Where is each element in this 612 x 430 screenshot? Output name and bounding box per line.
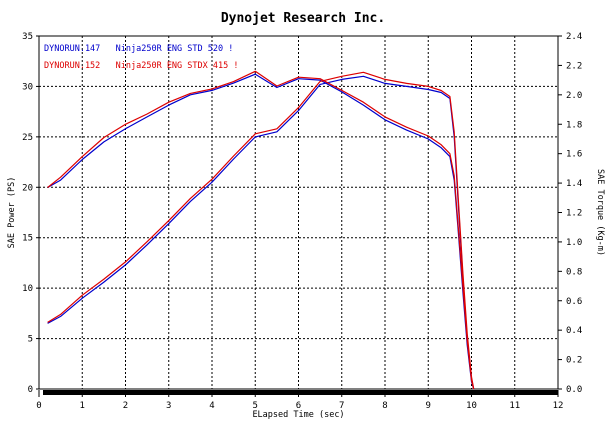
- x-tick-label: 6: [296, 401, 301, 411]
- y-tick-label: 5: [28, 335, 33, 345]
- y-tick-label: 35: [22, 32, 33, 42]
- x-axis-bar: [43, 390, 558, 395]
- grid-lines: [39, 36, 558, 389]
- y2-tick-label: 2.2: [566, 61, 582, 71]
- y2-axis-label: SAE Torque (Kg-m): [595, 169, 605, 256]
- x-tick-label: 12: [553, 401, 564, 411]
- y-tick-label: 0: [28, 385, 33, 395]
- series-lines: [47, 70, 475, 390]
- x-tick-label: 9: [426, 401, 431, 411]
- y2-tick-label: 0.8: [566, 267, 582, 277]
- y2-tick-label: 0.0: [566, 385, 582, 395]
- chart-title: Dynojet Research Inc.: [221, 11, 385, 26]
- legend-entry-run152: DYNORUN.152 Ninja250R ENG STDX 415 !: [44, 61, 238, 71]
- y2-tick-label: 0.6: [566, 297, 582, 307]
- y2-tick-label: 0.4: [566, 326, 582, 336]
- y2-tick-label: 0.2: [566, 356, 582, 366]
- x-tick-labels: 0 1 2 3 4 5 6 7 8 9 10 11 12: [36, 390, 563, 411]
- x-tick-label: 7: [339, 401, 344, 411]
- y2-tick-labels: 0.0 0.2 0.4 0.6 0.8 1.0 1.2 1.4 1.6 1.8 2.0 2.2 2.4: [558, 32, 582, 395]
- series-power-line-1: [47, 71, 475, 390]
- x-axis-label: ELapsed Time (sec): [252, 410, 344, 420]
- y-tick-label: 25: [22, 133, 33, 143]
- y2-tick-label: 1.2: [566, 209, 582, 219]
- y2-tick-label: 1.0: [566, 238, 582, 248]
- y2-tick-label: 2.4: [566, 32, 582, 42]
- y-tick-labels: 0 5 10 15 20 25 30 35: [22, 32, 39, 395]
- y2-tick-label: 1.4: [566, 179, 582, 189]
- series-torque-line-1: [47, 70, 475, 390]
- series-torque-line-0: [47, 73, 475, 390]
- x-tick-label: 10: [466, 401, 477, 411]
- x-tick-label: 11: [509, 401, 520, 411]
- x-tick-label: 8: [382, 401, 387, 411]
- x-tick-label: 4: [209, 401, 214, 411]
- y-tick-label: 15: [22, 234, 33, 244]
- x-tick-label: 3: [166, 401, 171, 411]
- x-tick-label: 1: [80, 401, 85, 411]
- x-tick-label: 0: [36, 401, 41, 411]
- legend: DYNORUN.147 Ninja250R ENG STD 520 ! DYNO…: [44, 44, 238, 71]
- y-axis-label: SAE Power (PS): [7, 177, 17, 249]
- y-tick-label: 30: [22, 82, 33, 92]
- x-tick-label: 2: [123, 401, 128, 411]
- series-power-line-0: [47, 75, 475, 390]
- legend-entry-run147: DYNORUN.147 Ninja250R ENG STD 520 !: [44, 44, 233, 54]
- y2-tick-label: 2.0: [566, 91, 582, 101]
- y2-tick-label: 1.6: [566, 150, 582, 160]
- y-tick-label: 10: [22, 284, 33, 294]
- y2-tick-label: 1.8: [566, 120, 582, 130]
- y-tick-label: 20: [22, 183, 33, 193]
- x-tick-label: 5: [253, 401, 258, 411]
